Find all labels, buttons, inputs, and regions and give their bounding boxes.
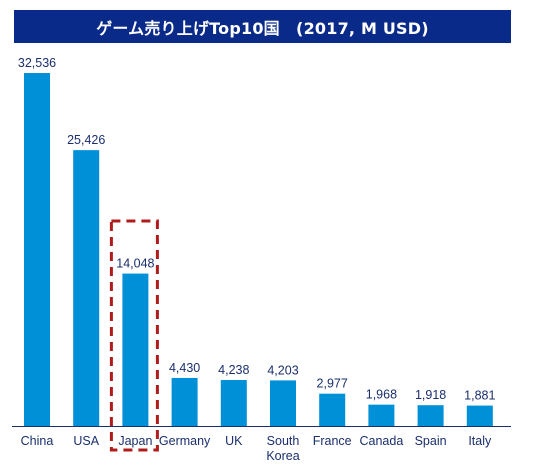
category-label-canada: Canada (360, 434, 404, 448)
category-label-germany: Germany (159, 434, 211, 448)
bar-usa (73, 150, 100, 426)
category-label-usa: USA (73, 434, 99, 448)
category-label-line: Korea (266, 449, 299, 463)
category-label-line: Spain (415, 434, 447, 448)
chart-title-bar: ゲーム売り上げTop10国 (2017, M USD) (14, 10, 511, 43)
category-label-japan: Japan (118, 434, 152, 448)
bar-germany (171, 377, 198, 426)
value-label-uk: 4,238 (218, 363, 249, 377)
category-label-south-korea: South Korea (266, 434, 299, 463)
value-label-usa: 25,426 (67, 133, 105, 147)
value-label-germany: 4,430 (169, 361, 200, 375)
value-label-canada: 1,968 (366, 388, 397, 402)
category-label-france: France (313, 434, 352, 448)
category-label-uk: UK (225, 434, 243, 448)
highlight-box-japan (109, 219, 159, 452)
bar-south-korea (270, 380, 296, 426)
category-label-line: China (21, 434, 54, 448)
category-label-line: Canada (360, 434, 404, 448)
category-label-line: Germany (159, 434, 211, 448)
value-label-japan: 14,048 (116, 257, 154, 271)
value-label-spain: 1,918 (415, 388, 446, 402)
category-label-line: USA (73, 434, 99, 448)
bar-spain (417, 405, 444, 426)
bar-france (319, 393, 346, 426)
category-label-italy: Italy (468, 434, 492, 448)
bar-japan (122, 273, 149, 426)
chart-title: ゲーム売り上げTop10国 (2017, M USD) (96, 18, 429, 38)
category-label-line: Japan (118, 434, 152, 448)
value-label-south-korea: 4,203 (267, 363, 298, 377)
category-label-line: South (267, 434, 300, 448)
value-label-china: 32,536 (18, 56, 56, 70)
category-label-spain: Spain (415, 434, 447, 448)
bar-china (24, 73, 50, 426)
category-label-china: China (21, 434, 54, 448)
value-label-italy: 1,881 (464, 389, 495, 403)
category-label-line: France (313, 434, 352, 448)
bar-canada (368, 404, 395, 426)
category-label-line: UK (225, 434, 243, 448)
bar-uk (220, 380, 247, 426)
value-label-france: 2,977 (317, 377, 348, 391)
bar-italy (466, 405, 493, 426)
category-label-line: Italy (468, 434, 492, 448)
